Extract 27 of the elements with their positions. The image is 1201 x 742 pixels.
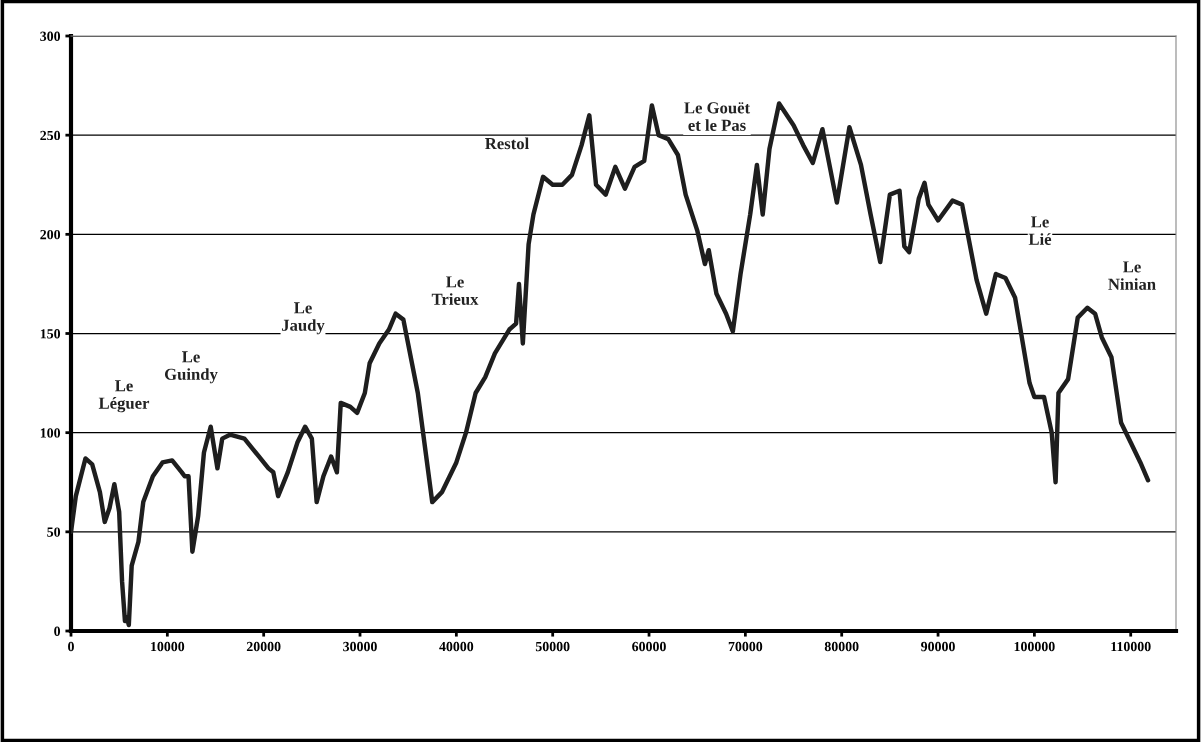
x-tick-label: 70000 bbox=[728, 641, 763, 652]
x-tick-label: 10000 bbox=[151, 641, 185, 652]
x-tick-label: 20000 bbox=[246, 641, 281, 652]
y-tick-label: 50 bbox=[47, 527, 61, 537]
annotation: Le Gouët et le Pas bbox=[684, 102, 751, 131]
annotation: Le Lié bbox=[1028, 216, 1052, 245]
y-tick-label: 300 bbox=[40, 31, 61, 41]
y-tick-label: 0 bbox=[54, 626, 61, 636]
x-tick-label: 50000 bbox=[535, 641, 570, 652]
annotation: Le Guindy bbox=[164, 351, 218, 384]
annotation: Restol bbox=[485, 137, 529, 150]
annotation: Le Ninian bbox=[1108, 261, 1156, 290]
y-tick-label: 250 bbox=[40, 130, 61, 141]
annotation: Le Léguer bbox=[98, 380, 150, 413]
x-tick-label: 100000 bbox=[1014, 641, 1055, 652]
x-tick-label: 80000 bbox=[824, 641, 859, 652]
x-tick-label: 40000 bbox=[439, 641, 474, 652]
annotation: Le Trieux bbox=[431, 276, 479, 305]
x-tick-label: 90000 bbox=[921, 641, 955, 652]
y-tick-label: 150 bbox=[40, 329, 61, 339]
x-tick-label: 30000 bbox=[343, 641, 377, 652]
x-tick-label: 110000 bbox=[1111, 641, 1151, 652]
x-tick-label: 60000 bbox=[632, 641, 666, 652]
y-tick-label: 200 bbox=[40, 229, 61, 240]
y-tick-label: 100 bbox=[40, 428, 61, 438]
annotation: Le Jaudy bbox=[281, 302, 325, 335]
x-tick-label: 0 bbox=[68, 641, 74, 652]
